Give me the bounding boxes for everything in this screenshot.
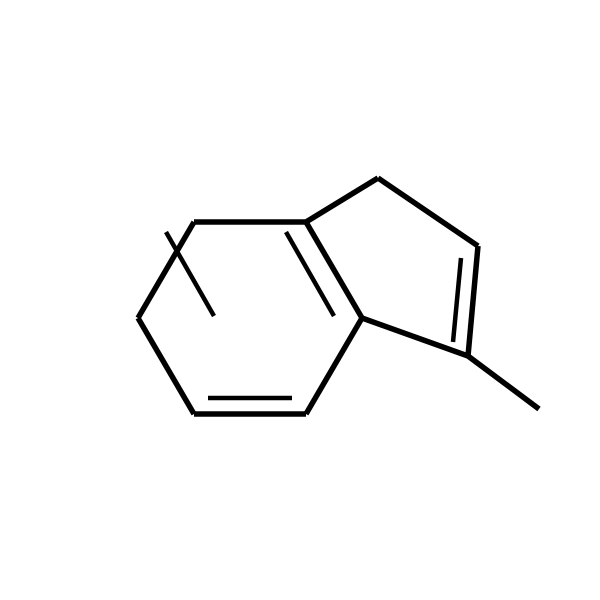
aromatic-bond — [166, 232, 214, 316]
benzene-bond — [306, 318, 362, 414]
fivering-bond — [306, 178, 378, 222]
molecule-diagram — [0, 0, 600, 600]
benzene-bond — [138, 318, 194, 414]
fivering-bond — [468, 246, 478, 356]
aromatic-bond — [286, 232, 334, 316]
methyl-bond — [468, 356, 539, 409]
benzene-bond — [306, 222, 362, 318]
fivering-double-bond — [453, 258, 461, 342]
fivering-bond — [378, 178, 478, 246]
